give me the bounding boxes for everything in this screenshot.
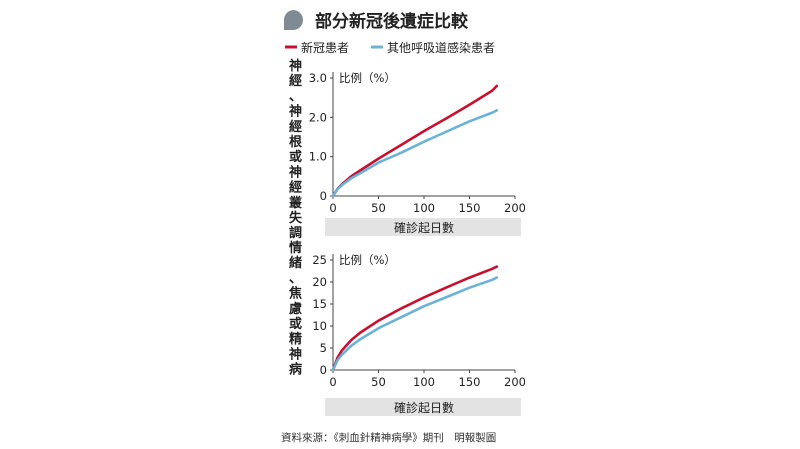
source-credit: 資料來源：《刺血針精神病學》期刊 明報製圖: [281, 431, 496, 444]
y-tick-label: 25: [312, 253, 327, 267]
y-tick-label: 0: [320, 189, 327, 203]
x-tick-label: 100: [413, 201, 435, 215]
chart-panel-nerve: 神經、神經根或神經叢失調 0 1.0 2.0 3.0 比例（%） 0 50 100 150 200 確…: [289, 58, 526, 241]
title-group: 部分新冠後遺症比較: [279, 3, 523, 37]
x-tick-label: 0: [329, 201, 336, 215]
legend-label-other: 其他呼吸道感染患者: [387, 40, 495, 55]
series-line-covid: [331, 84, 499, 198]
x-tick-label: 200: [504, 375, 525, 389]
xlabel-band: [325, 398, 521, 416]
panel-title: 情緒、焦慮或精神病: [288, 240, 302, 378]
legend: 新冠患者 其他呼吸道感染患者: [285, 40, 495, 55]
legend-label-covid: 新冠患者: [301, 40, 349, 55]
title-box: [279, 3, 523, 37]
x-tick-label: 150: [459, 201, 481, 215]
y-tick-label: 0: [320, 363, 327, 377]
xlabel-band: [325, 218, 521, 236]
x-tick-label: 50: [371, 375, 386, 389]
speech-bubble-icon: [283, 10, 303, 30]
panel-title: 神經、神經根或神經叢失調: [289, 58, 303, 241]
y-tick-label: 15: [312, 297, 327, 311]
chart-figure: 部分新冠後遺症比較 新冠患者 其他呼吸道感染患者 神經、神經根或神經叢失調 0 1.…: [275, 0, 526, 445]
y-axis-label: 比例（%）: [339, 71, 396, 85]
chart-panel-mood: 情緒、焦慮或精神病 0 5 10 15 20 25 比例（%） 0 50 100 150 200 確診起日…: [288, 240, 526, 416]
x-tick-label: 150: [459, 375, 481, 389]
y-tick-label: 3.0: [309, 71, 327, 85]
y-axis-label: 比例（%）: [339, 253, 396, 267]
chart-canvas: 部分新冠後遺症比較 新冠患者 其他呼吸道感染患者 神經、神經根或神經叢失調 0 1.…: [279, 3, 526, 444]
series-line-other: [331, 276, 499, 372]
x-tick-label: 50: [371, 201, 386, 215]
y-tick-label: 20: [312, 275, 327, 289]
x-tick-label: 200: [504, 201, 525, 215]
y-tick-label: 2.0: [309, 110, 327, 124]
series-line-covid: [331, 265, 499, 372]
y-tick-label: 10: [312, 319, 327, 333]
y-tick-label: 5: [320, 341, 327, 355]
x-axis-label: 確診起日數: [394, 400, 454, 415]
x-tick-label: 0: [329, 375, 336, 389]
chart-title: 部分新冠後遺症比較: [315, 11, 469, 32]
y-tick-label: 1.0: [309, 150, 327, 164]
x-tick-label: 100: [413, 375, 435, 389]
series-line-other: [331, 109, 499, 198]
x-axis-label: 確診起日數: [394, 220, 454, 235]
